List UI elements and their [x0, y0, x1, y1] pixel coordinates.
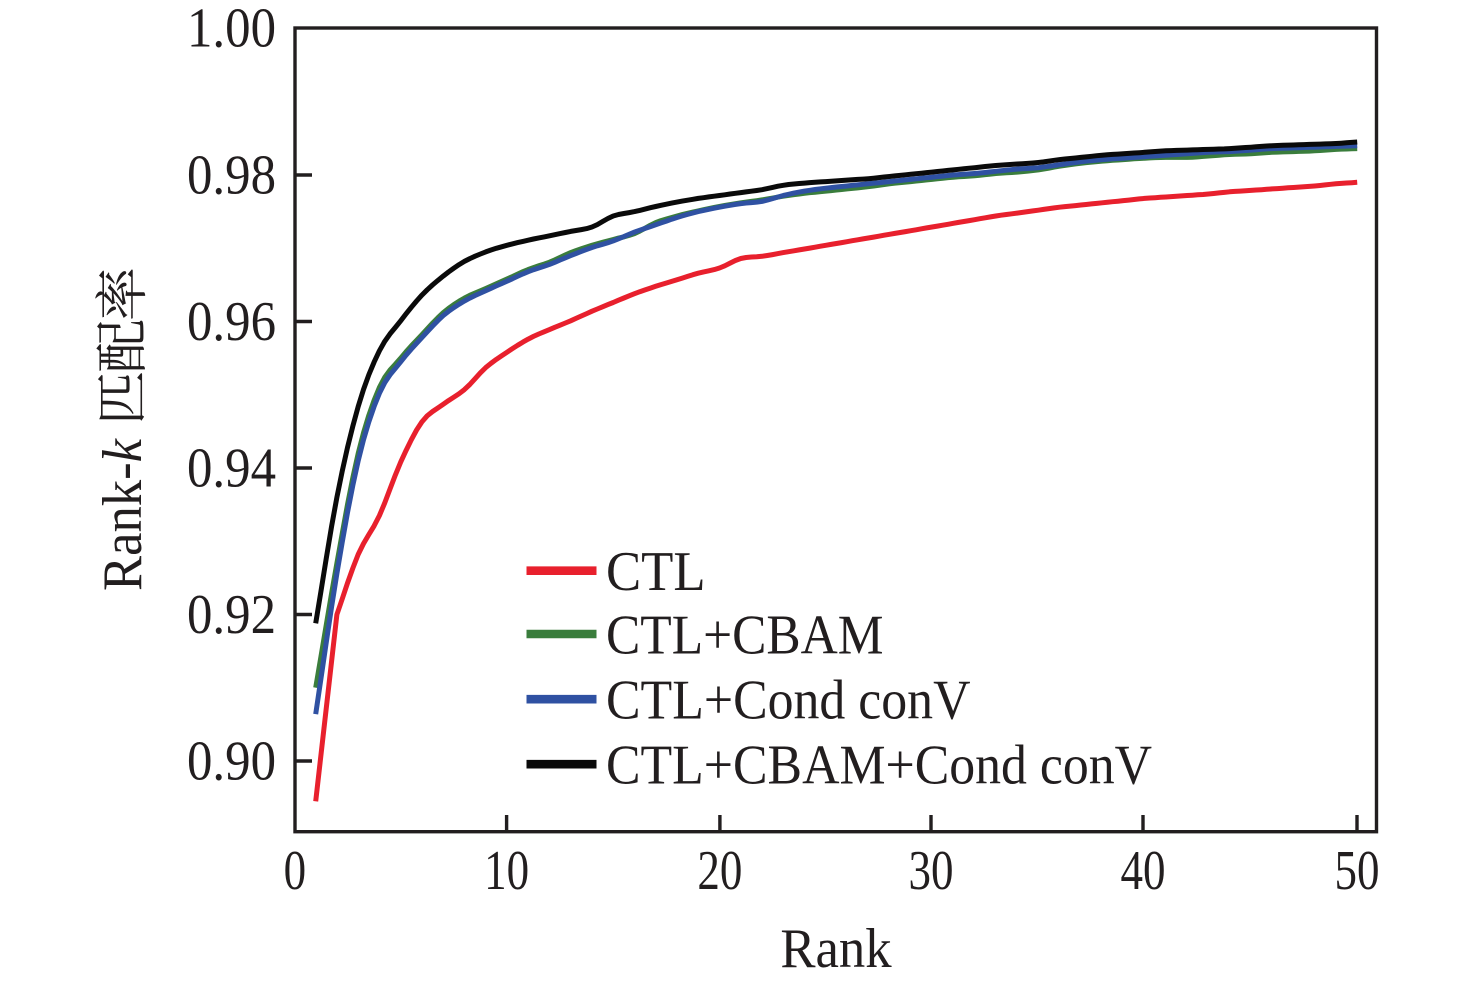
svg-text:30: 30 — [909, 840, 954, 902]
svg-text:Rank-k: Rank-k — [92, 438, 154, 591]
svg-text:0.98: 0.98 — [187, 145, 276, 207]
svg-text:0: 0 — [284, 840, 307, 902]
svg-text:Rank: Rank — [780, 918, 891, 980]
svg-text:10: 10 — [484, 840, 529, 902]
svg-text:0.96: 0.96 — [187, 291, 276, 353]
svg-text:20: 20 — [697, 840, 742, 902]
svg-text:50: 50 — [1335, 840, 1380, 902]
svg-text:0.90: 0.90 — [187, 731, 276, 793]
svg-text:0.92: 0.92 — [187, 584, 276, 646]
svg-text:40: 40 — [1121, 840, 1166, 902]
svg-text:CTL+Cond conV: CTL+Cond conV — [606, 670, 971, 732]
svg-text:0.94: 0.94 — [187, 438, 276, 500]
svg-text:CTL: CTL — [606, 541, 706, 603]
svg-text:1.00: 1.00 — [187, 0, 276, 60]
svg-text:CTL+CBAM+Cond conV: CTL+CBAM+Cond conV — [606, 735, 1152, 797]
svg-text:CTL+CBAM: CTL+CBAM — [606, 604, 884, 666]
